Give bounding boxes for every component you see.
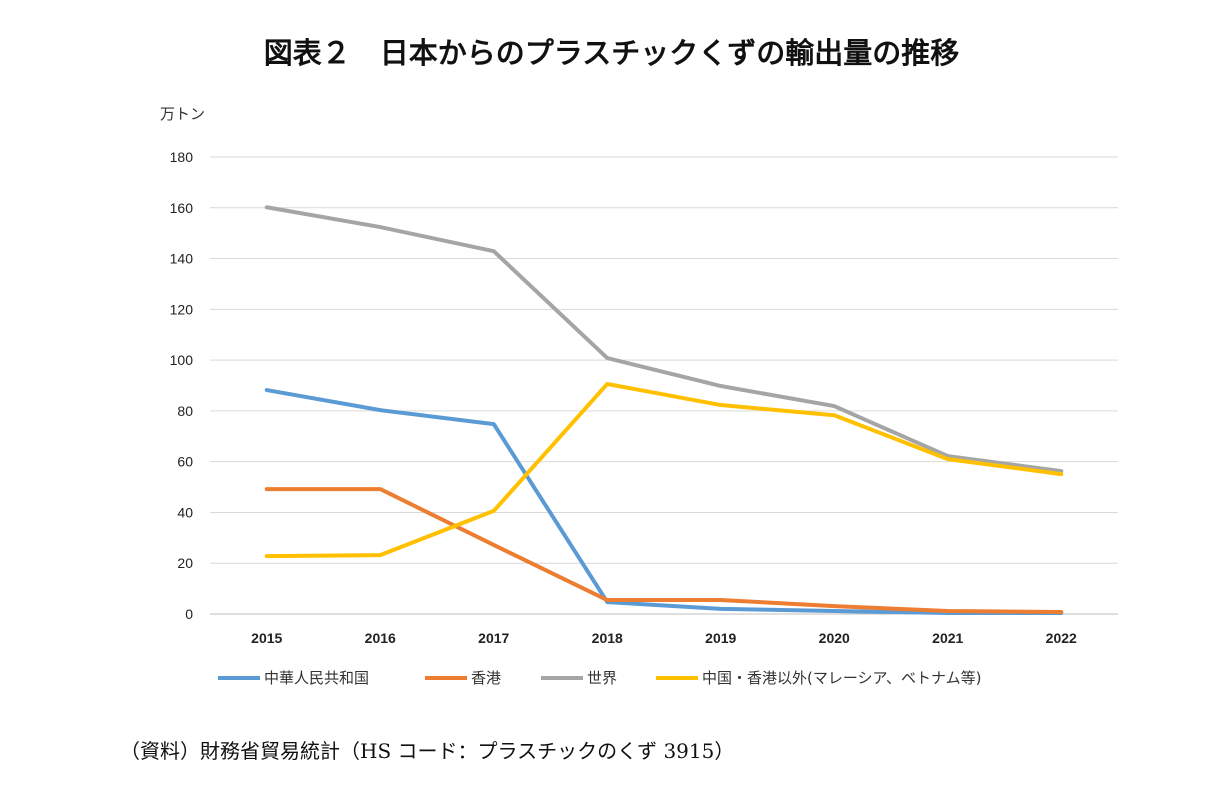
series-line-2 (264, 205, 1064, 474)
x-tick-label: 2020 (819, 630, 850, 646)
y-tick-label: 160 (170, 200, 194, 216)
y-tick-label: 100 (170, 352, 194, 368)
legend-label: 中華人民共和国 (264, 669, 369, 687)
series-line-3 (264, 381, 1064, 559)
source-note: （資料）財務省貿易統計（HS コード：プラスチックのくず 3915） (120, 739, 735, 763)
y-tick-label: 80 (177, 403, 193, 419)
legend-label: 世界 (587, 669, 617, 687)
x-tick-label: 2017 (478, 630, 509, 646)
y-tick-label: 120 (170, 301, 194, 317)
chart-title: 図表２ 日本からのプラスチックくずの輸出量の推移 (263, 36, 960, 70)
series-line-0 (264, 388, 1064, 615)
x-tick-label: 2019 (705, 630, 736, 646)
series-line-1 (264, 487, 1064, 614)
x-tick-label: 2018 (592, 630, 623, 646)
legend-label: 香港 (471, 669, 501, 687)
legend-label: 中国・香港以外(マレーシア、ベトナム等) (702, 669, 981, 687)
y-tick-label: 0 (185, 606, 193, 622)
y-tick-label: 20 (177, 555, 193, 571)
y-axis-unit-label: 万トン (160, 105, 206, 123)
y-tick-label: 40 (177, 504, 193, 520)
x-tick-label: 2015 (251, 630, 282, 646)
x-tick-label: 2016 (365, 630, 396, 646)
y-tick-label: 60 (177, 454, 193, 470)
y-tick-label: 140 (170, 251, 194, 267)
y-tick-label: 180 (170, 149, 194, 165)
x-tick-label: 2022 (1046, 630, 1077, 646)
x-tick-label: 2021 (932, 630, 963, 646)
